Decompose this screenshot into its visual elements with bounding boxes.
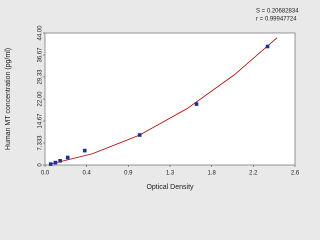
data-point	[58, 159, 62, 163]
y-tick-label: 36.67	[38, 47, 44, 63]
y-tick-label: 14.67	[38, 113, 44, 129]
y-tick-label: 0	[38, 163, 44, 167]
annotation: S = 0.20682834	[256, 9, 299, 15]
plot-area	[44, 32, 296, 166]
data-point	[265, 44, 270, 49]
annotation: r = 0.99947724	[256, 17, 297, 23]
data-point	[82, 148, 87, 153]
x-tick-label: 2.6	[291, 171, 300, 177]
x-tick-label: 0.9	[124, 171, 133, 177]
x-tick-label: 0.4	[82, 171, 91, 177]
data-point	[194, 102, 199, 106]
x-tick-label: 1.3	[166, 171, 175, 177]
data-point	[137, 133, 142, 137]
y-axis-title: Human MT concentration (pg/ml)	[5, 48, 12, 150]
y-tick-label: 44.00	[38, 25, 44, 41]
data-point	[53, 160, 58, 165]
y-tick-label: 7.333	[38, 135, 44, 151]
x-tick-label: 1.8	[207, 171, 216, 177]
x-axis-title: Optical Density	[146, 184, 194, 191]
chart: Optical Density Human MT concentration (…	[4, 8, 300, 191]
data-point	[65, 155, 70, 160]
y-tick-label: 29.33	[38, 69, 44, 85]
x-tick-label: 2.2	[249, 171, 258, 177]
x-tick-label: 0.0	[41, 171, 50, 177]
data-point	[48, 162, 53, 166]
y-tick-label: 22.00	[38, 91, 44, 107]
fit-curve	[49, 37, 278, 165]
